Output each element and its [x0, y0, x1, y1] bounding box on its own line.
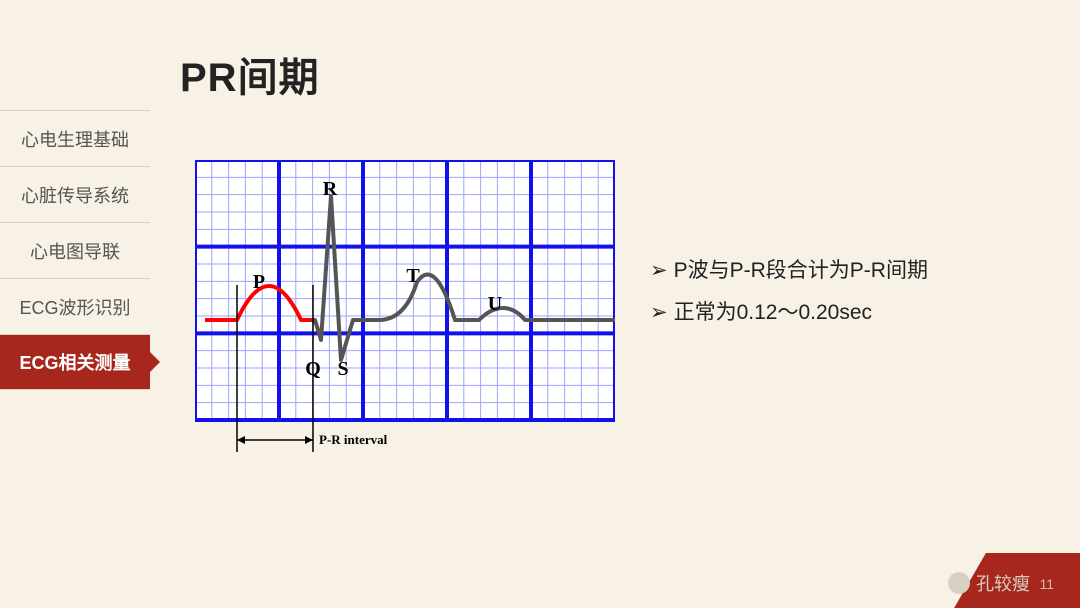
bullet-text-0: P波与P-R段合计为P-R间期 — [674, 250, 928, 292]
sidebar-item-3[interactable]: ECG波形识别 — [0, 278, 150, 334]
sidebar-nav: 心电生理基础 心脏传导系统 心电图导联 ECG波形识别 ECG相关测量 — [0, 110, 150, 390]
bullet-1: ➢ 正常为0.12～0.20sec — [650, 292, 928, 334]
bullet-0: ➢ P波与P-R段合计为P-R间期 — [650, 250, 928, 292]
bullet-text-1: 正常为0.12～0.20sec — [674, 292, 872, 334]
bullet-marker-icon: ➢ — [650, 250, 668, 292]
svg-text:U: U — [488, 293, 502, 315]
ecg-chart: PQRSTUP-R interval — [195, 160, 615, 470]
sidebar-item-0[interactable]: 心电生理基础 — [0, 110, 150, 166]
svg-text:R: R — [323, 178, 338, 200]
sidebar-item-4[interactable]: ECG相关测量 — [0, 334, 150, 390]
sidebar-item-1[interactable]: 心脏传导系统 — [0, 166, 150, 222]
bullet-marker-icon: ➢ — [650, 292, 668, 334]
bullet-list: ➢ P波与P-R段合计为P-R间期 ➢ 正常为0.12～0.20sec — [650, 250, 928, 334]
ecg-grid-svg: PQRSTUP-R interval — [195, 160, 615, 470]
watermark-text: 孔较瘦 — [976, 570, 1030, 596]
svg-text:P: P — [253, 271, 265, 293]
svg-text:S: S — [337, 358, 348, 380]
svg-text:P-R interval: P-R interval — [319, 432, 388, 447]
page-number: 11 — [1039, 576, 1054, 592]
sidebar-item-2[interactable]: 心电图导联 — [0, 222, 150, 278]
watermark: 孔较瘦 — [948, 570, 1030, 596]
wechat-icon — [948, 572, 970, 594]
page-title: PR间期 — [180, 45, 320, 103]
svg-text:T: T — [406, 265, 420, 287]
